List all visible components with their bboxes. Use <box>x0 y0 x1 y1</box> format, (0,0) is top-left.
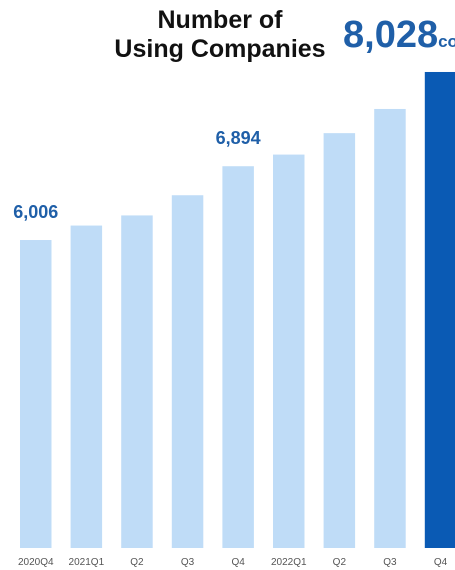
x-tick-label: Q2 <box>333 557 347 568</box>
bar-7 <box>374 108 406 549</box>
bar-0 <box>20 240 52 548</box>
bar-3 <box>171 195 204 548</box>
x-tick-label: 2021Q1 <box>69 557 105 568</box>
chart-title-line-2: Using Companies <box>114 35 326 63</box>
x-tick-label: Q4 <box>434 557 448 568</box>
bar-2 <box>121 215 153 549</box>
chart-title-line-1: Number of <box>157 6 283 34</box>
bar-8 <box>424 71 455 548</box>
bar-1 <box>70 225 103 548</box>
highlight-unit: co <box>438 32 455 51</box>
highlight-value: 8,028co <box>343 14 455 57</box>
bar-5 <box>273 154 305 549</box>
bar-6 <box>323 133 356 548</box>
x-tick-label: Q3 <box>181 557 195 568</box>
data-label: 6,006 <box>13 202 58 222</box>
chart-title: Number of Using Companies <box>70 6 370 64</box>
highlight-number: 8,028 <box>343 14 439 56</box>
x-tick-label: 2022Q1 <box>271 557 307 568</box>
x-tick-label: Q4 <box>231 557 245 568</box>
x-tick-label: Q3 <box>383 557 397 568</box>
x-tick-label: 2020Q4 <box>18 557 54 568</box>
data-label: 6,894 <box>216 128 261 148</box>
bar-4 <box>222 166 254 548</box>
x-tick-label: Q2 <box>130 557 144 568</box>
